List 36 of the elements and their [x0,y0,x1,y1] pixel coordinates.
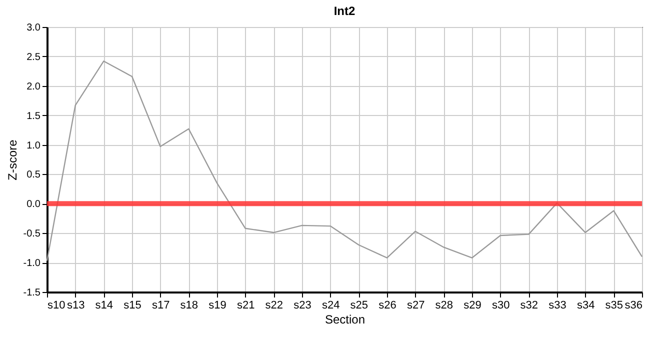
x-tick-label: s23 [294,300,312,312]
x-tick-label: s18 [180,300,198,312]
x-tick-label: s28 [435,300,454,312]
y-tick-label: -1.0 [23,258,41,270]
x-tick-label: s24 [322,300,340,312]
y-tick-label: 2.5 [26,52,41,63]
x-tick-label: s32 [520,300,538,312]
x-tick-label: s15 [124,300,142,312]
x-tick-label: s30 [492,300,510,312]
y-tick-label: -1.5 [23,288,41,298]
y-tick-label: 1.0 [26,140,41,152]
x-tick-label: s27 [406,300,425,312]
x-tick-label: s10 [48,300,66,312]
x-tick-label: s36 [624,300,642,312]
y-tick-label: -0.5 [23,228,41,240]
x-tick-label: s22 [265,300,284,312]
x-tick-label: s17 [152,300,170,312]
x-tick-label: s19 [208,300,226,312]
x-tick-label: s14 [95,300,114,312]
y-tick-label: 2.0 [26,81,41,92]
x-tick-label: s26 [378,300,396,312]
chart-title: Int2 [334,4,356,18]
x-tick-label: s34 [576,300,595,312]
y-tick-label: 3.0 [26,22,41,34]
y-tick-label: 0.5 [26,170,41,181]
x-tick-label: s29 [464,300,482,312]
x-tick-label: s33 [548,300,566,312]
x-tick-label: s25 [350,300,368,312]
x-axis-title: Section [324,312,366,326]
y-tick-label: 0.0 [26,199,41,210]
line-series [46,60,643,262]
x-tick-label: s13 [66,300,85,312]
y-axis-title: Z-score [5,139,20,180]
y-tick-label: 1.5 [26,110,41,122]
x-tick-label: s21 [236,300,255,312]
x-tick-label: s35 [605,300,624,312]
